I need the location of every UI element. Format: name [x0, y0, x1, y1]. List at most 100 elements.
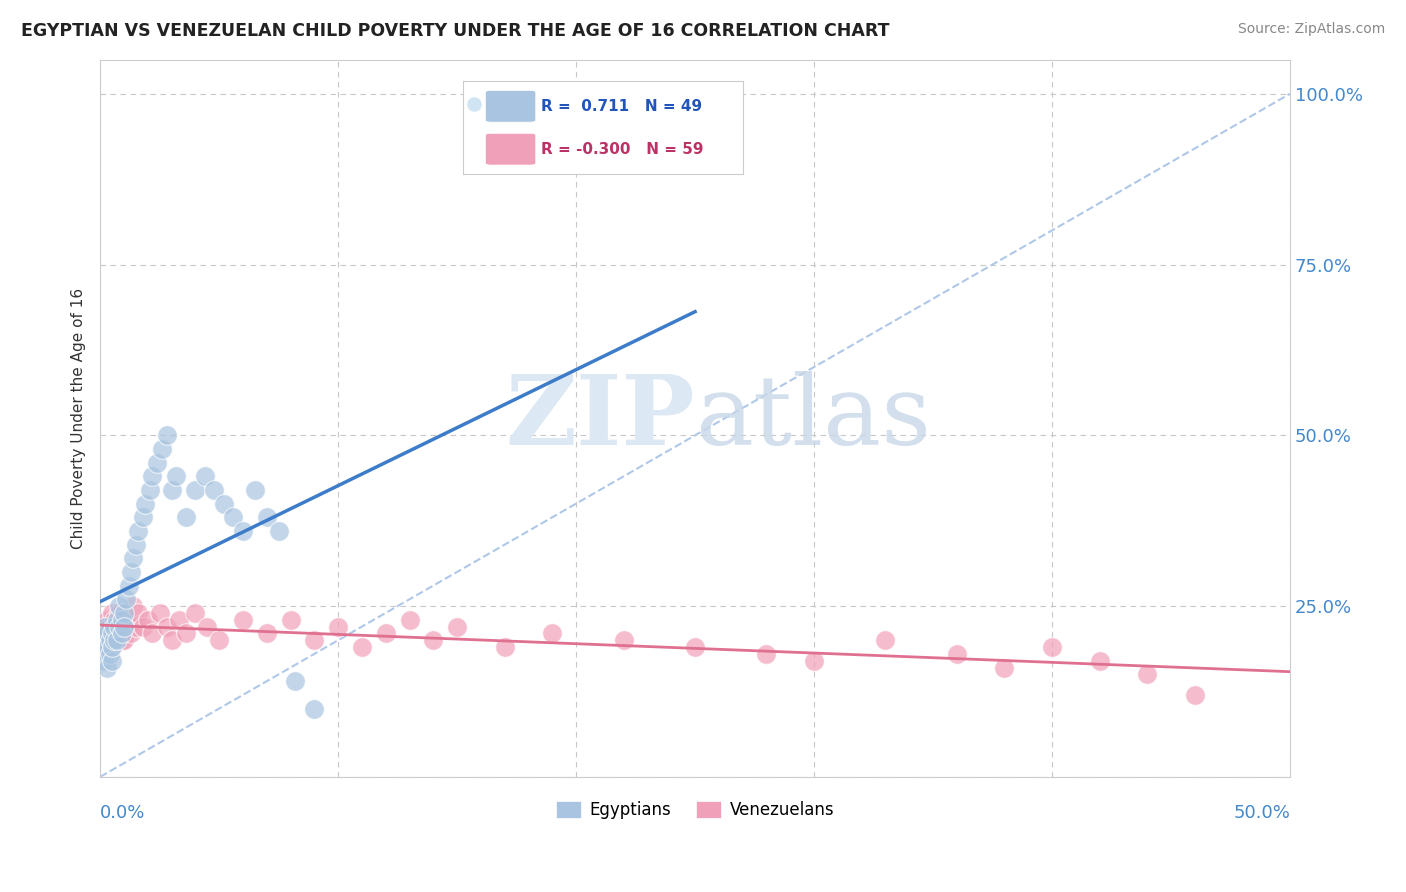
Point	[422, 633, 444, 648]
Point	[94, 647, 117, 661]
Point	[101, 654, 124, 668]
Point	[94, 640, 117, 654]
Point	[1040, 640, 1063, 654]
Point	[256, 626, 278, 640]
Point	[280, 613, 302, 627]
Point	[222, 510, 245, 524]
Point	[103, 626, 125, 640]
Point	[141, 469, 163, 483]
Point	[120, 565, 142, 579]
Point	[194, 469, 217, 483]
Point	[96, 660, 118, 674]
Point	[146, 456, 169, 470]
Point	[115, 606, 138, 620]
Point	[98, 619, 121, 633]
Point	[256, 510, 278, 524]
Point	[91, 654, 114, 668]
Point	[184, 483, 207, 497]
Point	[122, 599, 145, 613]
Point	[101, 606, 124, 620]
Point	[803, 654, 825, 668]
Point	[304, 701, 326, 715]
Y-axis label: Child Poverty Under the Age of 16: Child Poverty Under the Age of 16	[72, 288, 86, 549]
Point	[195, 619, 218, 633]
Point	[96, 613, 118, 627]
Point	[208, 633, 231, 648]
Point	[103, 619, 125, 633]
Point	[96, 626, 118, 640]
Point	[304, 633, 326, 648]
Point	[134, 497, 156, 511]
Point	[156, 428, 179, 442]
Point	[149, 606, 172, 620]
Point	[110, 633, 132, 648]
Point	[993, 660, 1015, 674]
Point	[98, 647, 121, 661]
Point	[267, 524, 290, 538]
Point	[541, 626, 564, 640]
Point	[136, 613, 159, 627]
Point	[110, 626, 132, 640]
Text: Source: ZipAtlas.com: Source: ZipAtlas.com	[1237, 22, 1385, 37]
Point	[89, 831, 111, 846]
Point	[91, 633, 114, 648]
Point	[94, 619, 117, 633]
Point	[613, 633, 636, 648]
Text: atlas: atlas	[695, 371, 931, 466]
Point	[1088, 654, 1111, 668]
Text: 50.0%: 50.0%	[1233, 805, 1291, 822]
Point	[101, 640, 124, 654]
Point	[105, 633, 128, 648]
Point	[174, 626, 197, 640]
Point	[150, 442, 173, 456]
Point	[98, 633, 121, 648]
Point	[141, 626, 163, 640]
Point	[103, 613, 125, 627]
Point	[946, 647, 969, 661]
Point	[243, 483, 266, 497]
Point	[125, 619, 148, 633]
Point	[118, 613, 141, 627]
Point	[174, 510, 197, 524]
Point	[165, 469, 187, 483]
Text: 0.0%: 0.0%	[100, 805, 145, 822]
Point	[105, 633, 128, 648]
Point	[398, 613, 420, 627]
Point	[167, 613, 190, 627]
Point	[127, 524, 149, 538]
Point	[94, 619, 117, 633]
Point	[1184, 688, 1206, 702]
Point	[184, 606, 207, 620]
Point	[96, 626, 118, 640]
Point	[132, 619, 155, 633]
Point	[284, 674, 307, 689]
Point	[110, 613, 132, 627]
Point	[494, 640, 516, 654]
Point	[875, 633, 897, 648]
Point	[91, 633, 114, 648]
Point	[120, 626, 142, 640]
Point	[212, 497, 235, 511]
Point	[326, 619, 349, 633]
Point	[105, 619, 128, 633]
Point	[1136, 667, 1159, 681]
Point	[101, 640, 124, 654]
Point	[103, 633, 125, 648]
Text: ZIP: ZIP	[506, 371, 695, 466]
Point	[110, 613, 132, 627]
Text: EGYPTIAN VS VENEZUELAN CHILD POVERTY UNDER THE AGE OF 16 CORRELATION CHART: EGYPTIAN VS VENEZUELAN CHILD POVERTY UND…	[21, 22, 890, 40]
Point	[108, 619, 131, 633]
Point	[232, 613, 254, 627]
Point	[160, 483, 183, 497]
Point	[112, 633, 135, 648]
Point	[98, 633, 121, 648]
Point	[105, 613, 128, 627]
Point	[101, 626, 124, 640]
Point	[156, 619, 179, 633]
Point	[96, 640, 118, 654]
Legend: Egyptians, Venezuelans: Egyptians, Venezuelans	[550, 795, 841, 826]
Point	[139, 483, 162, 497]
Point	[374, 626, 396, 640]
Point	[108, 606, 131, 620]
Point	[108, 599, 131, 613]
